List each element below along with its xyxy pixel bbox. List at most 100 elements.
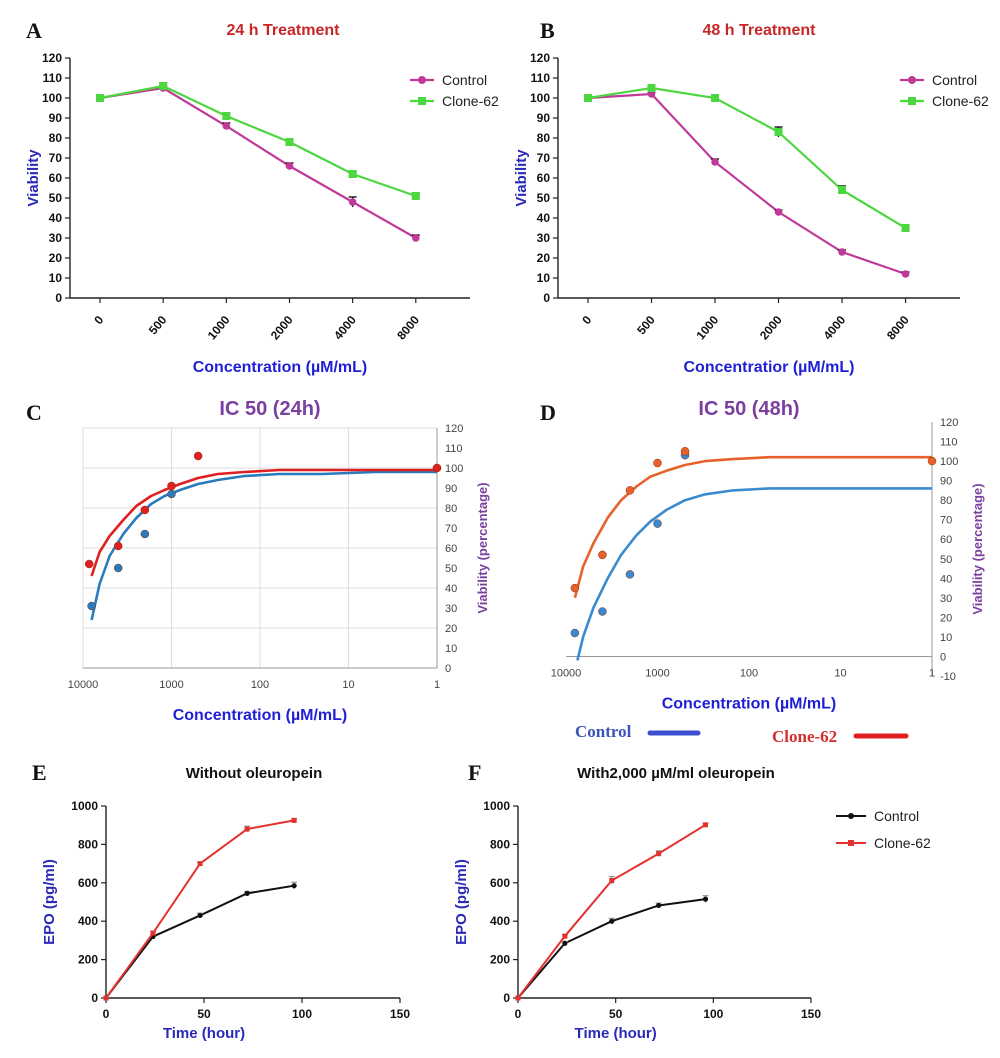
x-tick-label: 10000 bbox=[68, 679, 99, 691]
y-tick-label: 100 bbox=[42, 91, 62, 105]
x-tick-label: 4000 bbox=[820, 313, 848, 343]
x-axis-title: Concentration (µM/mL) bbox=[662, 695, 837, 712]
data-point bbox=[901, 270, 910, 278]
data-point bbox=[244, 890, 250, 896]
panel-letter-f: F bbox=[468, 760, 481, 785]
y-tick-label: 50 bbox=[940, 554, 952, 566]
data-point bbox=[222, 112, 231, 120]
data-point bbox=[653, 458, 662, 468]
data-point bbox=[647, 84, 656, 92]
legend-marker bbox=[848, 813, 854, 819]
legend-marker bbox=[418, 76, 426, 84]
y-tick-label: 40 bbox=[445, 583, 457, 595]
y-tick-label: 40 bbox=[940, 573, 952, 585]
y-tick-label: 30 bbox=[537, 231, 551, 245]
y-tick-label: 10 bbox=[940, 632, 952, 644]
legend-label: Clone-62 bbox=[932, 93, 989, 109]
x-tick-label: 1000 bbox=[205, 313, 233, 343]
panel-letter-a: A bbox=[26, 18, 42, 43]
y-tick-label: 20 bbox=[940, 612, 952, 624]
y-tick-label: 10 bbox=[537, 271, 551, 285]
y-tick-label: 110 bbox=[940, 437, 958, 449]
y-tick-label: 800 bbox=[490, 837, 510, 851]
data-point bbox=[140, 505, 150, 515]
x-tick-label: 8000 bbox=[394, 313, 422, 343]
legend-marker bbox=[908, 97, 916, 105]
y-tick-label: 110 bbox=[43, 71, 63, 85]
panel-letter-e: E bbox=[32, 760, 47, 785]
data-point bbox=[570, 583, 580, 593]
y-tick-label: 10 bbox=[445, 643, 457, 655]
y-tick-label: 0 bbox=[91, 991, 98, 1005]
data-point bbox=[711, 158, 719, 166]
y-tick-label: 50 bbox=[49, 191, 63, 205]
chart-b-48h-treatment: 48 h Treatment 0 10 20 30 40 50 60 70 80 90 100 110 1… bbox=[513, 22, 989, 376]
data-point bbox=[562, 933, 568, 939]
data-point bbox=[570, 628, 580, 638]
data-point bbox=[656, 851, 662, 857]
x-axis-title: Concentration (µM/mL) bbox=[193, 359, 368, 376]
fit-curve-clone-62 bbox=[90, 468, 437, 577]
x-tick-label: 8000 bbox=[884, 313, 912, 343]
series-line-control bbox=[99, 86, 417, 239]
y-tick-label: 70 bbox=[940, 515, 952, 527]
y-axis-title: Viability bbox=[25, 149, 42, 207]
data-point bbox=[167, 481, 176, 491]
fit-curve-control bbox=[576, 487, 932, 661]
data-point bbox=[609, 877, 615, 883]
y-tick-label: 400 bbox=[78, 914, 98, 928]
y-tick-label: 0 bbox=[940, 651, 946, 663]
data-point bbox=[774, 128, 783, 136]
data-point bbox=[197, 912, 203, 919]
data-point bbox=[609, 918, 615, 924]
y-tick-label: 50 bbox=[537, 191, 551, 205]
data-point bbox=[625, 570, 635, 579]
data-point bbox=[96, 94, 104, 102]
x-tick-label: 100 bbox=[251, 679, 269, 691]
series-line-clone-62 bbox=[517, 823, 707, 999]
data-point bbox=[432, 463, 442, 473]
y-tick-label: 60 bbox=[49, 171, 63, 185]
y-tick-label: 0 bbox=[445, 663, 451, 675]
chart-title: With2,000 µM/ml oleuropein bbox=[577, 765, 775, 782]
legend-label-clone: Clone-62 bbox=[772, 727, 837, 746]
x-tick-label: 0 bbox=[91, 313, 106, 327]
y-axis-title: Viability (percentage) bbox=[970, 483, 985, 614]
legend-label-control: Control bbox=[575, 722, 632, 741]
data-point bbox=[167, 489, 176, 499]
series-line-control bbox=[517, 898, 706, 999]
chart-title: 24 h Treatment bbox=[227, 22, 341, 39]
y-tick-label: 800 bbox=[78, 837, 98, 851]
y-tick-label: 80 bbox=[49, 131, 63, 145]
legend-label: Clone-62 bbox=[442, 93, 499, 109]
y-tick-label: 600 bbox=[490, 876, 510, 890]
x-axis-title: Time (hour) bbox=[575, 1025, 657, 1042]
y-tick-label: 20 bbox=[445, 623, 457, 635]
x-axis-title: Concentration (µM/mL) bbox=[173, 707, 348, 724]
y-tick-label: 1000 bbox=[483, 799, 510, 813]
panel-letter-c: C bbox=[26, 400, 42, 425]
data-point bbox=[113, 563, 123, 573]
y-tick-label: 40 bbox=[49, 211, 63, 225]
y-tick-label: 120 bbox=[940, 417, 958, 429]
data-point bbox=[838, 186, 847, 194]
legend-marker bbox=[908, 76, 916, 84]
x-tick-label: 500 bbox=[146, 313, 170, 338]
data-point bbox=[244, 826, 250, 832]
y-tick-label: 60 bbox=[537, 171, 551, 185]
panel-letter-d: D bbox=[540, 400, 556, 425]
chart-a-24h-treatment: 24 h Treatment 0 10 20 30 40 50 60 70 80 90 100 110 1… bbox=[25, 22, 499, 376]
y-tick-label: 400 bbox=[490, 914, 510, 928]
legend-label: Control bbox=[442, 72, 487, 88]
y-axis-title: Viability (percentage) bbox=[475, 482, 490, 613]
data-point bbox=[222, 122, 231, 130]
y-axis-title: Viability bbox=[513, 149, 530, 207]
data-point bbox=[515, 995, 521, 1001]
x-tick-label: 1000 bbox=[645, 667, 669, 679]
y-tick-label: 80 bbox=[940, 495, 952, 507]
x-tick-label: 10 bbox=[834, 667, 846, 679]
x-axis-title: Concentratior (µM/mL) bbox=[684, 359, 855, 376]
panel-letter-b: B bbox=[540, 18, 555, 43]
x-tick-label: 500 bbox=[634, 313, 658, 338]
data-point bbox=[291, 817, 297, 823]
